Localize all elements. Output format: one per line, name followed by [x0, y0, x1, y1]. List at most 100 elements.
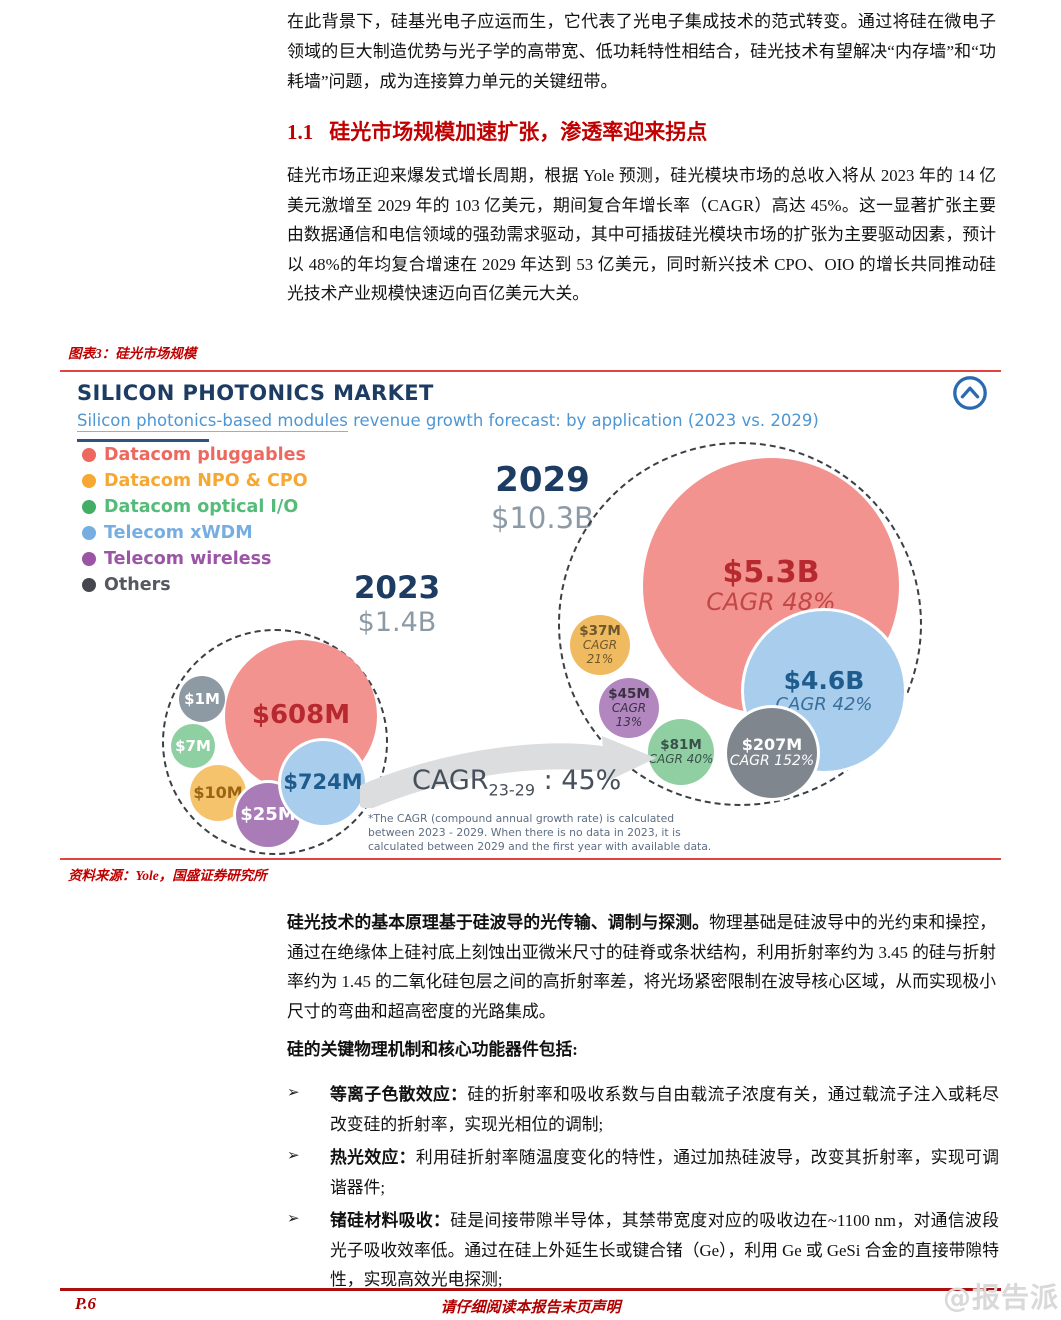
year-2029: 2029 [495, 460, 590, 500]
cluster-outline-2029 [558, 442, 922, 806]
legend-item: Datacom NPO & CPO [82, 468, 308, 494]
figure-source: 资料来源：Yole，国盛证券研究所 [68, 868, 267, 883]
legend-dot-icon [82, 500, 96, 514]
figure-bottom-rule [60, 858, 1001, 860]
bubble-value: $25M [240, 803, 296, 825]
subtitle-underline-bar [77, 439, 209, 442]
bubble-value: $1M [184, 689, 220, 708]
footer-rule [60, 1288, 1001, 1291]
list-item: ➢ 热光效应：利用硅折射率随温度变化的特性，通过加热硅波导，改变其折射率，实现可… [287, 1143, 999, 1202]
bubble-datacom-optical-io-2023: $7M [171, 724, 215, 768]
bubble-cagr: CAGR 40% [648, 751, 714, 766]
mechanisms-list: ➢ 等离子色散效应：硅的折射率和吸收系数与自由载流子浓度有关，通过载流子注入或耗… [287, 1080, 999, 1299]
principle-lead: 硅光技术的基本原理基于硅波导的光传输、调制与探测。 [287, 913, 710, 932]
legend-label: Telecom xWDM [104, 523, 253, 543]
cagr-overall-label: CAGR23-29 : 45% [412, 765, 621, 799]
bubble-telecom-wireless-2029: $45M CAGR 13% [599, 678, 659, 738]
bubble-telecom-xwdm-2023: $724M [281, 741, 365, 825]
year-label-2029: 2029 $10.3B [480, 460, 605, 535]
legend-item: Datacom optical I/O [82, 494, 308, 520]
cagr-prefix: CAGR [412, 765, 489, 796]
bubble-value: $45M [608, 686, 650, 702]
growth-arrow-icon [360, 736, 656, 808]
chart-legend: Datacom pluggables Datacom NPO & CPO Dat… [82, 442, 308, 598]
list-item-lead: 热光效应： [330, 1148, 416, 1167]
list-item-text: 等离子色散效应：硅的折射率和吸收系数与自由载流子浓度有关，通过载流子注入或耗尽改… [330, 1080, 999, 1139]
chart-subtitle: Silicon photonics-based modules revenue … [77, 411, 819, 432]
legend-item: Datacom pluggables [82, 442, 308, 468]
bubble-value: $5.3B [722, 554, 820, 590]
legend-dot-icon [82, 552, 96, 566]
list-item-body: 利用硅折射率随温度变化的特性，通过加热硅波导，改变其折射率，实现可调谐器件; [330, 1148, 999, 1197]
list-item-body: 硅是间接带隙半导体，其禁带宽度对应的吸收边在~1100 nm，对通信波段光子吸收… [330, 1211, 999, 1289]
list-item-lead: 锗硅材料吸收： [330, 1211, 451, 1230]
legend-label: Datacom pluggables [104, 445, 306, 465]
bubble-value: $81M [660, 736, 702, 753]
bubble-others-2023: $1M [179, 676, 225, 722]
bubble-others-2029: $207M CAGR 152% [727, 708, 817, 798]
market-paragraph: 硅光市场正迎来爆发式增长周期，根据 Yole 预测，硅光模块市场的总收入将从 2… [287, 166, 996, 303]
total-2029: $10.3B [491, 501, 594, 535]
figure-chart: SILICON PHOTONICS MARKET Silicon photoni… [60, 372, 1001, 858]
principle-rest: 物理基础是硅波导中的光约束和操控，通过在绝缘体上硅衬底上刻蚀出亚微米尺寸的硅脊或… [287, 913, 997, 1021]
bubble-cagr: CAGR 42% [775, 693, 873, 715]
chart-title: SILICON PHOTONICS MARKET [77, 381, 434, 405]
page-number: P.6 [75, 1294, 96, 1313]
legend-label: Datacom NPO & CPO [104, 471, 308, 491]
list-item: ➢ 锗硅材料吸收：硅是间接带隙半导体，其禁带宽度对应的吸收边在~1100 nm，… [287, 1206, 999, 1295]
total-2023: $1.4B [357, 607, 437, 638]
bubble-telecom-wireless-2023: $25M [236, 783, 300, 847]
section-number: 1.1 [287, 120, 314, 144]
bubble-cagr: CAGR 13% [611, 701, 647, 729]
list-item-body: 硅的折射率和吸收系数与自由载流子浓度有关，通过载流子注入或耗尽改变硅的折射率，实… [330, 1085, 999, 1134]
chevron-up-circle-icon [953, 376, 987, 410]
arrow-bullet-icon: ➢ [287, 1083, 300, 1101]
bubble-cagr: CAGR 152% [729, 753, 815, 770]
chart-subtitle-link[interactable]: Silicon photonics-based modules [77, 411, 348, 432]
bubble-datacom-npo-cpo-2029: $37M CAGR 21% [570, 615, 630, 675]
bubble-value: $608M [251, 700, 351, 731]
mechanisms-heading: 硅的关键物理机制和核心功能器件包括: [287, 1040, 578, 1059]
legend-dot-icon [82, 448, 96, 462]
footer-disclaimer: 请仔细阅读本报告末页声明 [440, 1300, 621, 1316]
figure-caption: 图表3：硅光市场规模 [68, 346, 197, 361]
legend-dot-icon [82, 526, 96, 540]
legend-item: Telecom xWDM [82, 520, 308, 546]
bubble-value: $37M [579, 623, 621, 639]
cluster-outline-2023 [162, 629, 388, 855]
bubble-value: $724M [283, 770, 363, 795]
watermark: @报告派 [942, 1281, 1059, 1314]
legend-item: Telecom wireless [82, 546, 308, 572]
bubble-value: $7M [175, 736, 211, 755]
chart-footnote: *The CAGR (compound annual growth rate) … [368, 812, 712, 854]
bubble-datacom-optical-io-2029: $81M CAGR 40% [648, 719, 714, 785]
year-label-2023: 2023 $1.4B [347, 570, 447, 638]
legend-item: Others [82, 572, 308, 598]
cagr-value: : 45% [535, 765, 622, 796]
legend-label: Telecom wireless [104, 549, 272, 569]
bubble-value: $10M [193, 783, 243, 803]
bubble-value: $207M [741, 735, 803, 755]
arrow-bullet-icon: ➢ [287, 1146, 300, 1164]
list-item: ➢ 等离子色散效应：硅的折射率和吸收系数与自由载流子浓度有关，通过载流子注入或耗… [287, 1080, 999, 1139]
section-heading: 1.1 硅光市场规模加速扩张，渗透率迎来拐点 [287, 116, 707, 146]
list-item-text: 锗硅材料吸收：硅是间接带隙半导体，其禁带宽度对应的吸收边在~1100 nm，对通… [330, 1206, 999, 1295]
principle-paragraph: 硅光技术的基本原理基于硅波导的光传输、调制与探测。物理基础是硅波导中的光约束和操… [287, 908, 996, 1026]
figure-top-rule [60, 370, 1001, 372]
legend-dot-icon [82, 474, 96, 488]
bubble-datacom-npo-cpo-2023: $10M [190, 765, 246, 821]
legend-label: Datacom optical I/O [104, 497, 299, 517]
arrow-bullet-icon: ➢ [287, 1209, 300, 1227]
bubble-value: $4.6B [783, 665, 865, 695]
chart-subtitle-rest: revenue growth forecast: by application … [347, 411, 819, 430]
legend-dot-icon [82, 578, 96, 592]
cagr-subscript: 23-29 [488, 780, 536, 800]
year-2023: 2023 [353, 570, 441, 606]
list-item-text: 热光效应：利用硅折射率随温度变化的特性，通过加热硅波导，改变其折射率，实现可调谐… [330, 1143, 999, 1202]
bubble-cagr: CAGR 21% [582, 638, 618, 666]
section-title: 硅光市场规模加速扩张，渗透率迎来拐点 [329, 120, 708, 144]
list-item-lead: 等离子色散效应： [330, 1085, 468, 1104]
intro-paragraph: 在此背景下，硅基光电子应运而生，它代表了光电子集成技术的范式转变。通过将硅在微电… [287, 12, 996, 91]
legend-label: Others [104, 575, 171, 595]
